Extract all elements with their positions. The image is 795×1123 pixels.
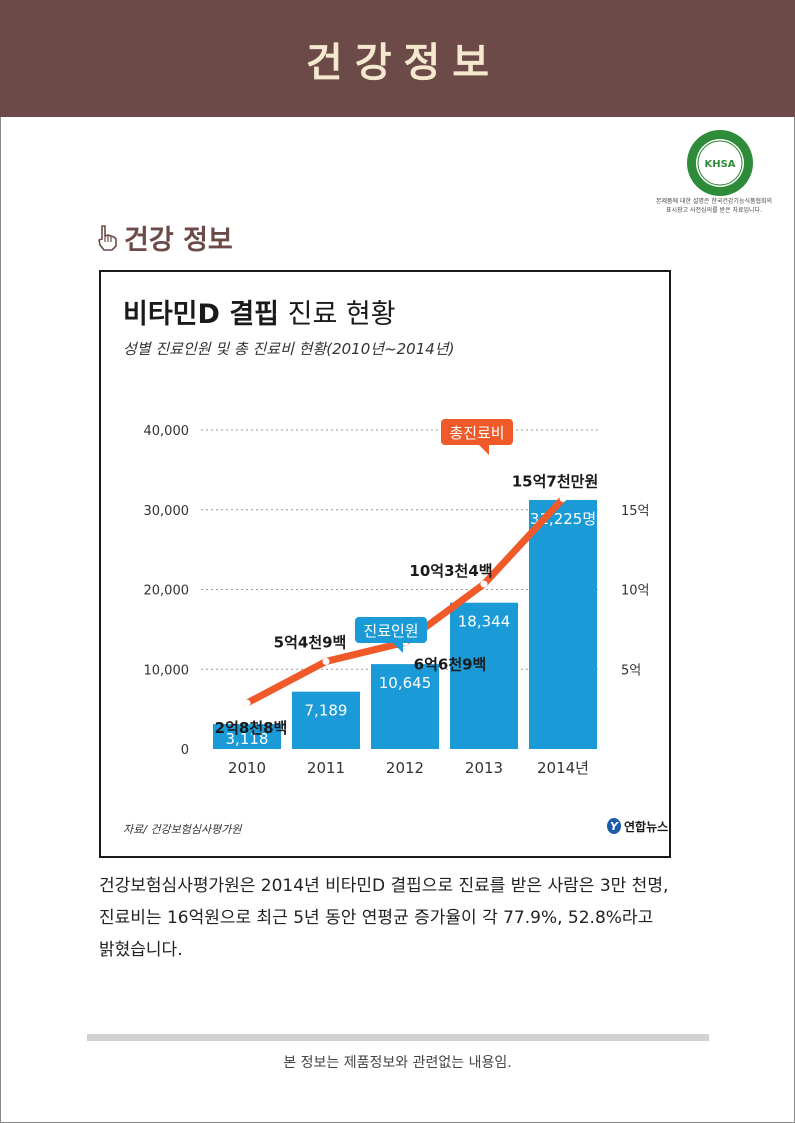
body-text: 건강보험심사평가원은 2014년 비타민D 결핍으로 진료를 받은 사람은 3만… xyxy=(99,870,699,966)
credit-text: 연합뉴스 xyxy=(624,819,669,834)
x-tick-label: 2014년 xyxy=(537,759,589,777)
chart-svg: 0 10,000 20,000 30,000 40,000 5억 10억 15억 3,118 20… xyxy=(144,419,650,777)
bar-value-label: 3,118 xyxy=(226,730,269,748)
line-value-label: 10억3천4백 xyxy=(409,562,492,580)
bar xyxy=(292,691,360,749)
bar-value-label: 7,189 xyxy=(305,702,348,720)
header-bar: 건강정보 xyxy=(0,0,795,117)
y-tick-label: 0 xyxy=(181,743,189,758)
seal-note-line: 본제품에 대한 설명은 한국건강기능식품협회의 xyxy=(655,198,773,205)
bar-value-label: 10,645 xyxy=(379,674,432,692)
seal-note-line: 표시광고 사전심의를 받은 자료입니다. xyxy=(666,207,762,214)
pointing-hand-icon xyxy=(98,224,117,251)
line-point xyxy=(559,495,567,503)
y-tick-label: 30,000 xyxy=(144,504,190,519)
line-value-label: 5억4천9백 xyxy=(274,633,347,651)
bar-callout-box xyxy=(355,617,427,643)
line-value-label: 2억8천8백 xyxy=(215,719,288,737)
bar xyxy=(213,724,281,749)
line-value-label: 6억6천9백 xyxy=(414,655,487,673)
seal-note: 본제품에 대한 설명은 한국건강기능식품협회의 표시광고 사전심의를 받은 자료… xyxy=(640,197,788,215)
line-point xyxy=(322,657,330,665)
bar-callout-pointer xyxy=(393,643,403,653)
section-heading: 건강 정보 xyxy=(96,218,233,257)
y2-tick-label: 10억 xyxy=(621,584,650,599)
bar-value-label: 18,344 xyxy=(458,613,511,631)
x-tick-label: 2012 xyxy=(386,759,424,777)
y-tick-label: 40,000 xyxy=(144,424,190,439)
y2-tick-label: 5억 xyxy=(621,663,641,678)
x-tick-label: 2013 xyxy=(465,759,503,777)
body-line: 진료비는 16억원으로 최근 5년 동안 연평균 증가율이 각 77.9%, 5… xyxy=(99,908,654,928)
y-tick-label: 20,000 xyxy=(144,584,190,599)
section-title: 건강 정보 xyxy=(124,225,233,256)
line-callout-pointer xyxy=(479,445,489,455)
chart-title-bold: 비타민D 결핍 xyxy=(123,299,280,330)
news-credit: Y 연합뉴스 xyxy=(606,817,668,835)
footer-note: 본 정보는 제품정보와 관련없는 내용임. xyxy=(283,1055,512,1071)
chart-subtitle: 성별 진료인원 및 총 진료비 현황(2010년~2014년) xyxy=(123,340,455,358)
bar xyxy=(371,664,439,749)
yonhap-logo-icon: Y xyxy=(607,818,621,834)
bar xyxy=(450,602,518,749)
body-line: 건강보험심사평가원은 2014년 비타민D 결핍으로 진료를 받은 사람은 3만… xyxy=(99,876,669,896)
bar xyxy=(529,499,597,749)
line-point xyxy=(243,699,251,707)
khsa-seal-icon: KHSA xyxy=(687,130,753,196)
line-callout-box xyxy=(441,419,513,445)
line-callout-label: 총진료비 xyxy=(449,424,504,442)
line-value-label: 15억7천만원 xyxy=(512,473,599,491)
page-title: 건강정보 xyxy=(305,39,502,86)
x-tick-label: 2010 xyxy=(228,759,266,777)
x-tick-label: 2011 xyxy=(307,759,345,777)
y2-tick-label: 15억 xyxy=(621,504,650,519)
line-point xyxy=(480,580,488,588)
y-tick-label: 10,000 xyxy=(144,663,190,678)
seal-text: KHSA xyxy=(704,159,735,170)
chart-title-rest: 진료 현황 xyxy=(279,299,396,330)
chart-title: 비타민D 결핍 진료 현황 xyxy=(123,292,396,331)
chart-source: 자료/ 건강보험심사평가원 xyxy=(123,823,242,836)
chart-panel: 비타민D 결핍 진료 현황 성별 진료인원 및 총 진료비 현황(2010년~2… xyxy=(99,270,671,858)
body-line: 밝혔습니다. xyxy=(99,940,183,960)
bar-callout-label: 진료인원 xyxy=(363,622,418,640)
footer-divider xyxy=(87,1034,709,1041)
svg-text:Y: Y xyxy=(610,820,619,833)
